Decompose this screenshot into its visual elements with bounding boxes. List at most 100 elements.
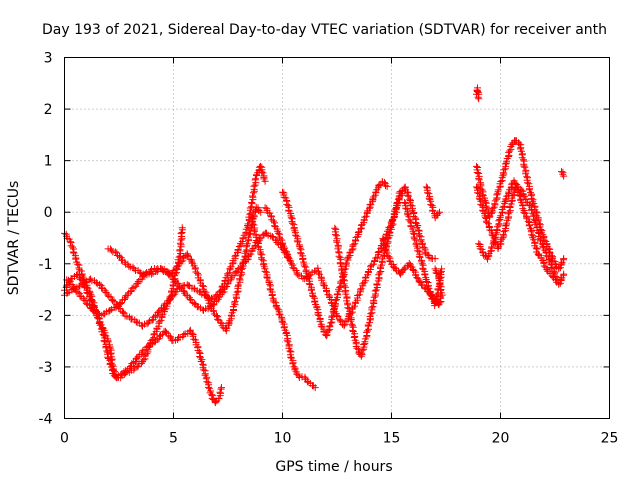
data-point [218, 384, 225, 392]
data-point [169, 292, 177, 300]
data-point [276, 235, 284, 243]
data-point [293, 237, 301, 245]
data-point [498, 174, 506, 182]
data-point [425, 194, 433, 202]
data-point [438, 265, 446, 273]
data-point [200, 366, 208, 374]
data-point [212, 398, 219, 406]
plot-frame [64, 57, 610, 419]
data-point [553, 275, 561, 283]
data-point [404, 192, 412, 200]
x-tick-labels: 0 5 10 15 20 25 [60, 431, 618, 447]
x-tick-label: 20 [492, 431, 510, 447]
data-point [283, 336, 291, 344]
data-point [527, 225, 534, 233]
data-point [331, 303, 339, 310]
data-point [473, 183, 480, 191]
data-point [402, 204, 410, 212]
data-point [481, 198, 489, 206]
data-point [305, 280, 313, 288]
series-track-16 [475, 177, 561, 283]
data-point [376, 269, 384, 277]
data-point [197, 354, 204, 362]
data-point [302, 267, 310, 275]
data-point [505, 208, 513, 216]
data-point [475, 194, 483, 202]
data-point [294, 238, 302, 246]
series-track-10 [379, 235, 446, 309]
data-point [213, 297, 221, 305]
data-point [331, 231, 339, 239]
data-point [128, 360, 136, 368]
data-point [255, 207, 263, 215]
data-point [412, 240, 420, 248]
data-point [152, 337, 159, 345]
data-point [315, 312, 323, 319]
data-point [203, 293, 211, 301]
data-point [234, 282, 242, 290]
data-point [77, 267, 85, 275]
data-point [204, 296, 212, 304]
data-point [221, 284, 229, 292]
data-point [559, 170, 567, 178]
data-point [483, 219, 491, 227]
data-point [147, 270, 155, 278]
data-point [155, 318, 163, 326]
data-point [357, 225, 365, 233]
data-point [436, 208, 443, 216]
data-point [307, 286, 315, 294]
data-point [379, 235, 387, 243]
data-point [481, 214, 489, 222]
data-point [416, 253, 424, 261]
data-point [74, 260, 82, 268]
data-point [214, 315, 222, 323]
data-point [323, 288, 331, 296]
x-tick-label: 25 [601, 431, 619, 447]
data-point [434, 210, 442, 218]
data-point [252, 175, 260, 183]
data-point [473, 162, 480, 170]
data-point [367, 310, 375, 318]
data-point [389, 216, 397, 223]
data-point [87, 305, 95, 312]
data-point [370, 296, 378, 304]
series-track-14 [473, 137, 568, 273]
data-point [360, 279, 368, 287]
data-point [268, 233, 276, 240]
data-point [300, 262, 308, 270]
data-point [231, 252, 239, 260]
data-point [506, 147, 514, 155]
data-point [109, 297, 117, 304]
data-point [273, 304, 281, 312]
data-point [259, 169, 267, 177]
data-point [407, 201, 415, 209]
data-point [499, 231, 507, 239]
data-point [499, 203, 507, 211]
data-point [121, 296, 128, 303]
data-marks [61, 84, 568, 407]
data-point [338, 269, 346, 277]
y-tick-labels: -4 -3 -2 -1 0 1 2 3 [39, 51, 53, 428]
data-point [69, 248, 77, 256]
data-point [157, 316, 165, 324]
data-point [84, 290, 92, 297]
data-point [89, 306, 97, 314]
data-point [74, 288, 82, 296]
data-point [198, 282, 206, 290]
data-point [194, 269, 202, 277]
data-point [112, 304, 120, 312]
data-point [178, 224, 186, 232]
data-point [526, 202, 534, 210]
data-point [245, 230, 253, 238]
data-point [153, 268, 161, 275]
data-point [330, 306, 337, 314]
data-point [363, 327, 371, 335]
data-point [127, 288, 135, 295]
data-point [473, 169, 481, 176]
data-point [475, 95, 483, 103]
data-point [491, 197, 499, 205]
data-point [560, 255, 568, 263]
data-point [270, 298, 278, 306]
data-point [382, 246, 390, 254]
